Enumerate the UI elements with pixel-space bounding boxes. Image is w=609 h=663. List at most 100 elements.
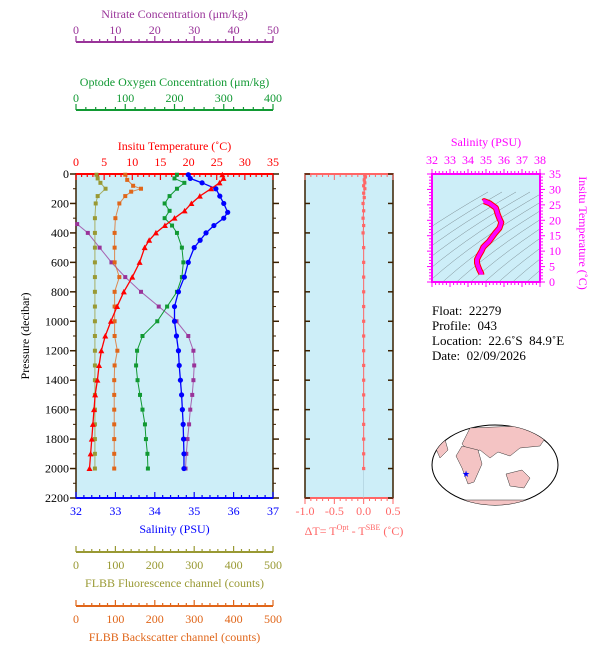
oxygen-point — [135, 348, 140, 353]
oxygen-point — [174, 186, 179, 191]
nitrate-tick-label: 20 — [149, 23, 161, 37]
delta-t-point — [362, 466, 366, 471]
backscatter-point — [115, 348, 120, 353]
oxygen-point — [181, 260, 186, 265]
temperature-tick-label: 25 — [211, 155, 223, 169]
ts-x-tick-label: 32 — [426, 153, 438, 167]
temperature-tick-label: 5 — [101, 155, 107, 169]
salinity-point — [217, 193, 223, 199]
density-contour — [602, 192, 609, 342]
salinity-point — [171, 318, 178, 324]
backscatter-point — [112, 437, 117, 442]
delta-t-point — [362, 260, 366, 264]
fluorescence-point — [92, 378, 97, 383]
ts-y-tick-label: 5 — [549, 260, 555, 274]
temperature-point — [92, 391, 99, 398]
nitrate-point — [156, 304, 161, 309]
oxygen-tick-label: 300 — [215, 91, 233, 105]
temperature-point — [87, 450, 94, 457]
y-tick-label: 1600 — [45, 403, 69, 417]
backscatter-point — [112, 289, 117, 294]
density-contour — [432, 191, 517, 246]
oxygen-tick-label: 400 — [264, 91, 282, 105]
delta-t-point — [363, 187, 367, 191]
salinity-point — [180, 421, 186, 427]
fluorescence-point — [103, 186, 108, 191]
salinity-point — [199, 180, 205, 186]
oxygen-point — [165, 304, 170, 309]
ts-y-tick-label: 35 — [549, 167, 561, 181]
salinity-tick-label: 37 — [267, 504, 279, 518]
backscatter-point — [112, 466, 117, 471]
delta-t-point — [362, 349, 366, 353]
backscatter-point — [112, 245, 117, 250]
density-contour — [588, 192, 609, 342]
oxygen-point — [134, 363, 139, 368]
delta-t-point — [363, 173, 367, 177]
fluorescence-point — [92, 230, 97, 235]
fluorescence-point — [93, 201, 98, 206]
y-tick-label: 1200 — [45, 344, 69, 358]
oxygen-point — [138, 392, 143, 397]
float-id: Float: 22279 — [432, 303, 502, 318]
salinity-point — [181, 465, 187, 472]
ts-x-tick-label: 34 — [462, 153, 474, 167]
fluorescence-point — [92, 451, 97, 456]
y-tick-label: 1400 — [45, 373, 69, 387]
density-contour — [456, 219, 540, 282]
temperature-point — [129, 274, 136, 280]
temperature-tick-label: 20 — [183, 155, 195, 169]
nitrate-point — [123, 275, 128, 280]
temperature-point — [161, 222, 168, 229]
salinity-point — [191, 245, 197, 251]
temperature-point — [91, 406, 98, 413]
fluorescence-axis-title: FLBB Fluorescence channel (counts) — [85, 576, 264, 590]
temperature-point — [220, 175, 227, 181]
fluorescence-tick-label: 0 — [73, 558, 79, 572]
delta-t-point — [362, 437, 366, 441]
ts-y-tick-label: 0 — [549, 275, 555, 289]
temperature-point — [208, 185, 215, 192]
temperature-point — [141, 244, 148, 251]
salinity-point — [187, 175, 193, 182]
delta-t-point — [362, 195, 366, 200]
backscatter-tick-label: 400 — [225, 612, 243, 626]
backscatter-point — [112, 378, 117, 383]
salinity-tick-label: 32 — [70, 504, 82, 518]
temperature-point — [188, 200, 195, 206]
temperature-point — [120, 288, 127, 295]
ts-x-tick-label: 35 — [480, 153, 492, 167]
salinity-point — [173, 333, 180, 339]
fluorescence-point — [92, 275, 97, 280]
temperature-point — [94, 377, 101, 383]
ts-x-tick-label: 36 — [498, 153, 510, 167]
temperature-point — [107, 318, 114, 324]
salinity-axis-title: Salinity (PSU) — [139, 522, 209, 536]
salinity-point — [175, 348, 182, 354]
delta-t-plot-area — [304, 173, 394, 499]
oxygen-point — [174, 172, 179, 177]
oxygen-point — [167, 208, 172, 213]
salinity-tick-label: 36 — [228, 504, 240, 518]
delta-t-point — [362, 393, 366, 397]
delta-t-point — [361, 216, 365, 220]
nitrate-point — [75, 222, 80, 227]
ts-x-tick-label: 37 — [516, 153, 528, 167]
delta-t-tick-label: 0.0 — [356, 504, 371, 518]
backscatter-tick-label: 300 — [185, 612, 203, 626]
temperature-axis-title: Insitu Temperature (˚C) — [118, 139, 232, 153]
delta-t-point — [362, 378, 366, 382]
y-tick-label: 400 — [51, 226, 69, 240]
temperature-point — [86, 465, 93, 472]
density-contour — [442, 210, 540, 282]
backscatter-point — [112, 319, 117, 324]
salinity-point — [176, 362, 182, 369]
density-contour — [432, 202, 540, 280]
delta-t-point — [362, 452, 366, 456]
nitrate-point — [187, 422, 192, 427]
ts-y-tick-label: 30 — [549, 182, 561, 196]
nitrate-point — [191, 348, 196, 353]
nitrate-tick-label: 30 — [188, 23, 200, 37]
delta-t-point — [362, 408, 366, 412]
delta-t-axis-title: ΔT= TOpt - TSBE (˚C) — [305, 523, 404, 538]
